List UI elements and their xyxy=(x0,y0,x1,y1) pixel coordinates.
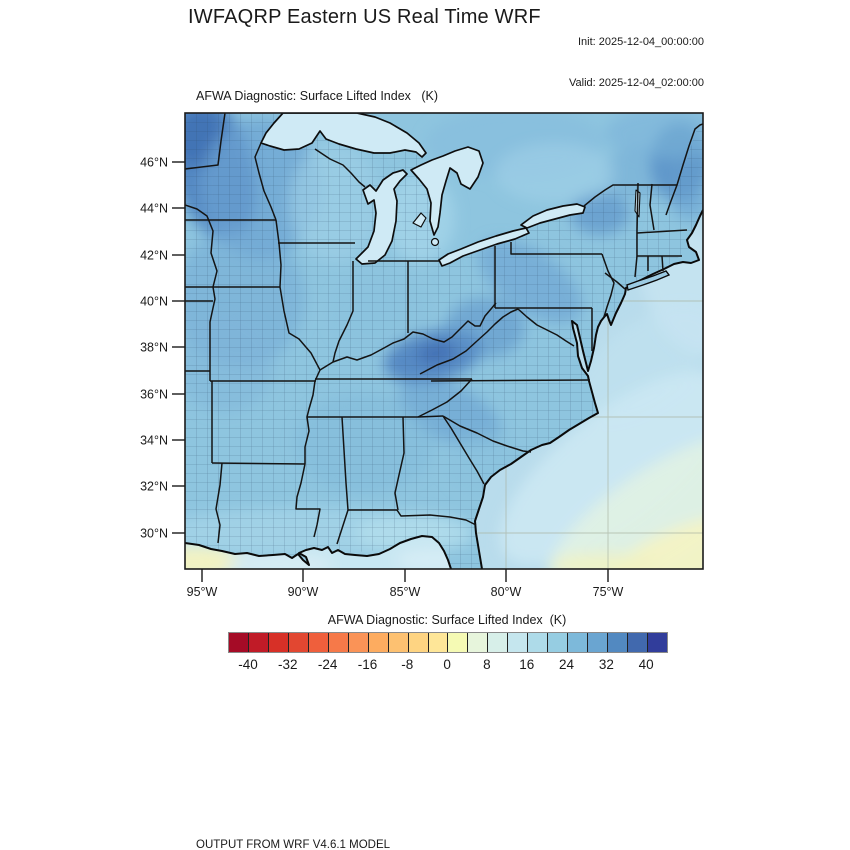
colorbar-tick-label: 24 xyxy=(559,657,575,672)
colorbar-cell xyxy=(248,633,269,652)
colorbar-cell xyxy=(528,633,549,652)
long-island xyxy=(626,270,671,291)
lat-label: 30°N xyxy=(140,527,168,541)
colorbar-tick-label: 16 xyxy=(519,657,535,672)
lake-huron xyxy=(410,146,484,236)
colorbar-title: AFWA Diagnostic: Surface Lifted Index (K… xyxy=(327,613,567,627)
lon-label: 80°W xyxy=(491,585,522,599)
great-lakes xyxy=(260,113,641,267)
colorbar-cell xyxy=(268,633,289,652)
lat-label: 38°N xyxy=(140,341,168,355)
model-times: Init: 2025-12-04_00:00:00 Valid: 2025-12… xyxy=(569,9,704,117)
map-frame xyxy=(184,112,704,570)
colorbar-cell xyxy=(368,633,389,652)
init-time: Init: 2025-12-04_00:00:00 xyxy=(578,36,704,48)
colorbar-cell xyxy=(428,633,449,652)
lat-label: 42°N xyxy=(140,249,168,263)
colorbar-tick-label: -40 xyxy=(238,657,258,672)
lat-label: 34°N xyxy=(140,434,168,448)
lake-ontario xyxy=(520,203,586,229)
colorbar-tick-label: -16 xyxy=(357,657,378,672)
colorbar-tick-label: 32 xyxy=(598,657,614,672)
colorbar-tick-label: -8 xyxy=(401,657,414,672)
saginaw-bay xyxy=(412,212,427,228)
lake-superior xyxy=(260,113,427,158)
lake-erie xyxy=(438,227,530,267)
page-title: IWFAQRP Eastern US Real Time WRF xyxy=(188,6,541,28)
state-boundaries xyxy=(185,113,703,545)
lat-label: 44°N xyxy=(140,202,168,216)
map-body xyxy=(185,113,703,569)
lon-label: 90°W xyxy=(288,585,319,599)
colorbar-tick-label: 0 xyxy=(443,657,451,672)
colorbar-tick-label: -32 xyxy=(278,657,298,672)
colorbar-cell xyxy=(568,633,589,652)
lon-label: 95°W xyxy=(187,585,218,599)
colorbar-cell xyxy=(488,633,509,652)
lake-st-clair xyxy=(430,237,440,247)
colorbar-cell xyxy=(408,633,429,652)
colorbar-cells xyxy=(228,632,668,653)
lat-label: 40°N xyxy=(140,295,168,309)
footer-line1: OUTPUT FROM WRF V4.6.1 MODEL xyxy=(196,839,391,850)
colorbar-cell xyxy=(628,633,649,652)
colorbar-cell xyxy=(328,633,349,652)
map-title: AFWA Diagnostic: Surface Lifted Index (K… xyxy=(196,89,438,103)
colorbar-tick-label: 8 xyxy=(483,657,491,672)
colorbar-cell xyxy=(288,633,309,652)
colorbar-cell xyxy=(608,633,629,652)
model-config-text: OUTPUT FROM WRF V4.6.1 MODEL WE = 310 ; … xyxy=(196,810,648,850)
lon-label: 85°W xyxy=(390,585,421,599)
colorbar-tick-label: 40 xyxy=(638,657,654,672)
lake-michigan xyxy=(355,169,408,265)
colorbar-cell xyxy=(548,633,569,652)
colorbar-cell xyxy=(229,633,249,652)
lon-label: 75°W xyxy=(593,585,624,599)
lat-label: 36°N xyxy=(140,388,168,402)
colorbar-cell xyxy=(388,633,409,652)
colorbar-cell xyxy=(308,633,329,652)
colorbar-tick-label: -24 xyxy=(317,657,338,672)
x-axis-labels: 95°W 90°W 85°W 80°W 75°W xyxy=(187,585,624,599)
colorbar-cell xyxy=(648,633,667,652)
lat-label: 46°N xyxy=(140,156,168,170)
colorbar-cell xyxy=(348,633,369,652)
y-axis-labels: 46°N 44°N 42°N 40°N 38°N 36°N 34°N 32°N … xyxy=(140,156,168,541)
colorbar-cell xyxy=(448,633,469,652)
wrf-map: 46°N 44°N 42°N 40°N 38°N 36°N 34°N 32°N … xyxy=(140,112,704,599)
colorbar-labels: -40 -32 -24 -16 -8 0 8 16 24 32 40 xyxy=(228,657,666,675)
coastline xyxy=(185,209,703,569)
valid-time: Valid: 2025-12-04_02:00:00 xyxy=(569,76,704,89)
colorbar-cell xyxy=(468,633,489,652)
colorbar-cell xyxy=(588,633,609,652)
lat-label: 32°N xyxy=(140,480,168,494)
colorbar-cell xyxy=(508,633,529,652)
axis-ticks xyxy=(172,161,609,582)
